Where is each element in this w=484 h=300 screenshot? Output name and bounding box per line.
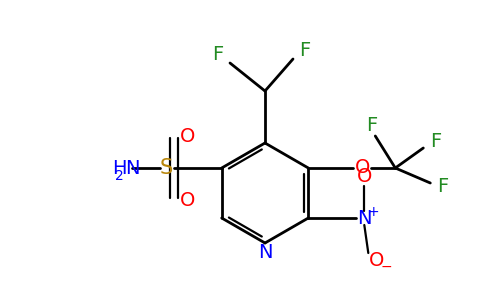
- Text: N: N: [125, 158, 140, 178]
- Text: F: F: [366, 116, 377, 136]
- Text: O: O: [369, 251, 384, 271]
- Text: O: O: [180, 127, 196, 146]
- Text: O: O: [180, 190, 196, 209]
- Text: +: +: [367, 205, 379, 219]
- Text: F: F: [430, 133, 441, 152]
- Text: H: H: [112, 158, 127, 178]
- Text: N: N: [357, 208, 372, 227]
- Text: N: N: [258, 244, 272, 262]
- Text: −: −: [380, 260, 392, 274]
- Text: F: F: [300, 41, 311, 61]
- Text: F: F: [437, 178, 448, 196]
- Text: S: S: [160, 158, 173, 178]
- Text: O: O: [357, 167, 372, 185]
- Text: 2: 2: [115, 169, 124, 183]
- Text: F: F: [212, 46, 224, 64]
- Text: O: O: [355, 158, 370, 178]
